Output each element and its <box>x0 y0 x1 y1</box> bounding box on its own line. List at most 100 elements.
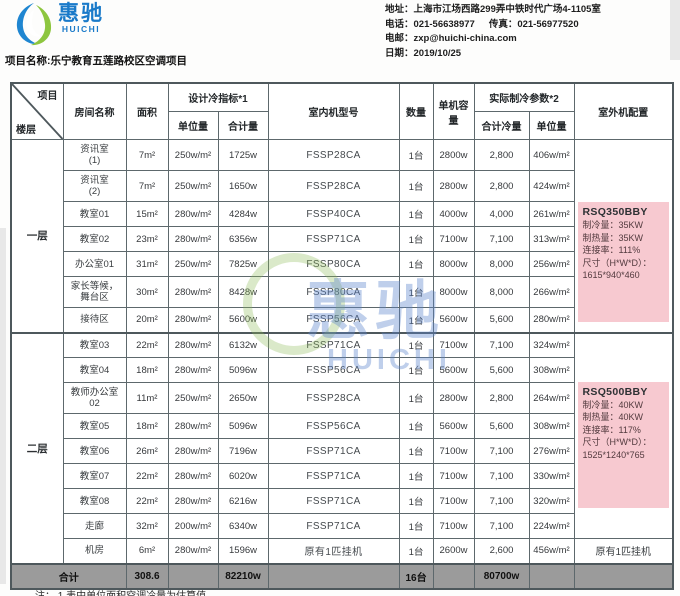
design-total-cell: 7196w <box>217 438 269 464</box>
unit-capacity-cell: 7100w <box>432 226 475 252</box>
actual-unit-cooling-cell: 313w/m² <box>528 226 575 252</box>
area-cell: 11m² <box>125 382 169 414</box>
actual-total-cooling-cell: 8,000 <box>473 251 530 277</box>
area-cell: 32m² <box>125 513 169 539</box>
table-row: 机房 6m² 280w/m² 1596w 原有1匹挂机 1台 2600w 2,6… <box>11 538 674 564</box>
design-total-cell: 5096w <box>217 357 269 383</box>
design-unit-index-cell: 280w/m² <box>167 357 219 383</box>
actual-unit-cooling-cell: 256w/m² <box>528 251 575 277</box>
area-cell: 22m² <box>125 488 169 514</box>
outdoor-cooling: 制冷量：35KW <box>582 220 644 230</box>
quantity-cell: 1台 <box>398 139 434 171</box>
table-body: 一层 资讯室 (1) 7m² 250w/m² 1725w FSSP28CA 1台… <box>10 139 674 564</box>
actual-total-cooling-cell: 7,100 <box>473 438 530 464</box>
quantity-cell: 1台 <box>398 382 434 414</box>
actual-total-cooling-cell: 7,100 <box>473 226 530 252</box>
area-cell: 26m² <box>125 438 169 464</box>
room-name-cell: 教室02 <box>62 226 127 252</box>
table-row: 教室05 18m² 280w/m² 5096w FSSP56CA 1台 5600… <box>11 413 673 439</box>
header-design-total: 合计量 <box>217 111 269 140</box>
area-cell: 18m² <box>125 413 169 439</box>
room-name-cell: 教室06 <box>62 438 127 464</box>
header-actual-total: 合计冷量 <box>473 111 530 140</box>
design-unit-index-cell: 250w/m² <box>167 382 219 414</box>
room-name-cell: 家长等候， 舞台区 <box>62 276 127 308</box>
design-total-cell: 2650w <box>217 382 269 414</box>
indoor-model-cell: FSSP56CA <box>267 307 400 333</box>
huichi-swirl-icon <box>16 3 52 46</box>
design-total-cell: 6356w <box>217 226 269 252</box>
project-title: 项目名称:乐宁教育五莲路校区空调项目 <box>5 53 187 68</box>
area-cell: 31m² <box>125 251 169 277</box>
quantity-cell: 1台 <box>398 413 434 439</box>
unit-capacity-cell: 7100w <box>432 488 475 514</box>
design-total-cell: 8428w <box>217 276 269 308</box>
actual-unit-cooling-cell: 324w/m² <box>528 331 575 358</box>
actual-unit-cooling-cell: 320w/m² <box>528 488 575 514</box>
outdoor-unit-highlight: RSQ500BBY 制冷量：40KW 制热量：40KW 连接率：117% 尺寸（… <box>577 381 670 508</box>
actual-total-cooling-cell: 5,600 <box>473 307 530 333</box>
brand-text: 惠驰 HUICHI <box>58 2 104 34</box>
design-total-cell: 4284w <box>217 201 269 227</box>
actual-total-cooling-cell: 5,600 <box>473 413 530 439</box>
quantity-cell: 1台 <box>398 513 434 539</box>
indoor-model-cell: FSSP71CA <box>267 331 400 358</box>
quantity-cell: 1台 <box>398 170 434 202</box>
unit-capacity-cell: 7100w <box>432 331 475 358</box>
indoor-model-cell: FSSP80CA <box>267 276 400 308</box>
actual-unit-cooling-cell: 330w/m² <box>528 463 575 489</box>
actual-unit-cooling-cell: 264w/m² <box>528 382 575 414</box>
address-line: 地址：上海市江场西路299弄中铁时代广场4-1105室 <box>385 4 601 15</box>
floor-label-cell: 一层 <box>10 139 64 333</box>
unit-capacity-cell: 2800w <box>432 382 475 414</box>
brand-name-cn: 惠驰 <box>58 2 104 25</box>
unit-capacity-cell: 7100w <box>432 438 475 464</box>
area-cell: 23m² <box>125 226 169 252</box>
indoor-model-cell: FSSP28CA <box>267 382 400 414</box>
actual-total-cooling-cell: 7,100 <box>473 463 530 489</box>
indoor-model-cell: FSSP71CA <box>267 463 400 489</box>
actual-total-cooling-cell: 5,600 <box>473 357 530 383</box>
quantity-cell: 1台 <box>398 463 434 489</box>
table-row: 教室04 18m² 280w/m² 5096w FSSP56CA 1台 5600… <box>11 357 673 383</box>
actual-total-cooling-cell: 7,100 <box>473 513 530 539</box>
actual-total-cooling-cell: 4,000 <box>473 201 530 227</box>
unit-capacity-cell: 2800w <box>432 170 475 202</box>
unit-capacity-cell: 5600w <box>432 357 475 383</box>
indoor-model-cell: FSSP40CA <box>267 201 400 227</box>
room-name-cell: 机房 <box>62 538 127 564</box>
total-design-cell: 82210w <box>217 562 269 589</box>
actual-total-cooling-cell: 7,100 <box>473 331 530 358</box>
design-total-cell: 1596w <box>217 538 269 564</box>
design-unit-index-cell: 200w/m² <box>167 513 219 539</box>
header-row-1: 项目 楼层 房间名称 面积 设计冷指标*1 室内机型号 数量 单机容量 实际制冷… <box>10 82 674 140</box>
header-design-unit: 单位量 <box>167 111 219 140</box>
footnote: 注： 1 表中单位面积空调冷量为估算值 <box>35 587 206 596</box>
unit-capacity-cell: 5600w <box>432 413 475 439</box>
quantity-cell: 1台 <box>398 251 434 277</box>
area-cell: 22m² <box>125 331 169 358</box>
quantity-cell: 1台 <box>398 331 434 358</box>
email-line: 电邮：zxp@huichi-china.com <box>385 33 517 44</box>
header-actual-group: 实际制冷参数*2 <box>473 82 575 112</box>
total-empty-cell <box>432 562 475 589</box>
unit-capacity-cell: 4000w <box>432 201 475 227</box>
header-floor: 楼层 <box>16 125 36 136</box>
design-total-cell: 6020w <box>217 463 269 489</box>
quantity-cell: 1台 <box>398 357 434 383</box>
corner-header-cell: 项目 楼层 <box>10 82 64 140</box>
outdoor-config-cell: RSQ500BBY 制冷量：40KW 制热量：40KW 连接率：117% 尺寸（… <box>573 331 674 539</box>
area-cell: 6m² <box>125 538 169 564</box>
outdoor-size: 1525*1240*765 <box>582 449 645 460</box>
header-area: 面积 <box>125 82 169 140</box>
quantity-cell: 1台 <box>398 276 434 308</box>
unit-capacity-cell: 2800w <box>432 139 475 171</box>
header-design-group: 设计冷指标*1 <box>167 82 269 112</box>
header-qty: 数量 <box>398 82 434 140</box>
unit-capacity-cell: 7100w <box>432 463 475 489</box>
header-project: 项目 <box>37 91 58 102</box>
unit-capacity-cell: 8000w <box>432 276 475 308</box>
area-cell: 15m² <box>125 201 169 227</box>
company-logo: 惠驰 HUICHI <box>13 2 104 46</box>
area-cell: 18m² <box>125 357 169 383</box>
